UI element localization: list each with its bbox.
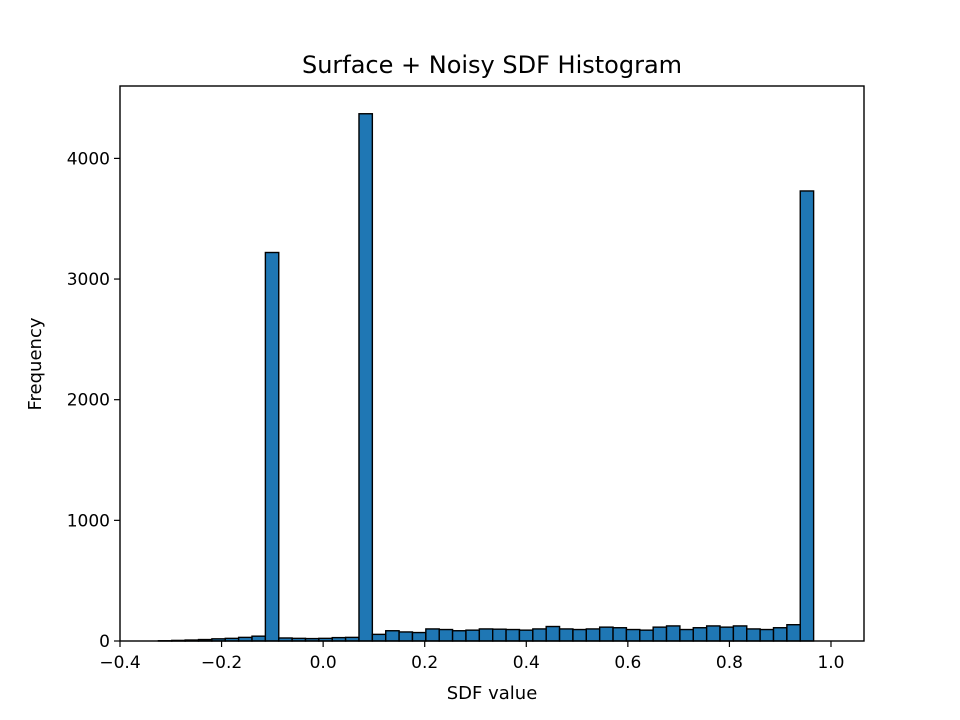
x-tick-label: 1.0 [817, 653, 844, 673]
y-tick-label: 4000 [67, 149, 110, 169]
x-tick-label: 0.2 [411, 653, 438, 673]
histogram-bar [492, 628, 507, 642]
histogram-bar [585, 628, 601, 642]
histogram-bar [705, 625, 721, 642]
x-tick-label: −0.2 [201, 653, 242, 673]
y-axis-label: Frequency [25, 317, 46, 410]
histogram-bar [612, 627, 628, 642]
x-tick-label: 0.0 [310, 653, 337, 673]
x-tick-label: 0.8 [716, 653, 743, 673]
y-tick-label: 1000 [67, 511, 110, 531]
histogram-bar [639, 629, 654, 642]
bars-group [157, 113, 815, 642]
histogram-bar [759, 628, 775, 642]
histogram-bar [451, 630, 467, 642]
histogram-bar [371, 633, 387, 642]
histogram-bar [358, 113, 374, 642]
y-tick-label: 3000 [67, 270, 110, 290]
y-tick-label: 0 [99, 632, 110, 652]
x-tick-label: −0.4 [99, 653, 140, 673]
histogram-bar [264, 251, 280, 642]
plot-frame [119, 85, 865, 642]
histogram-bar [411, 631, 427, 642]
histogram-bar [799, 190, 815, 642]
histogram-bar [385, 630, 400, 642]
x-tick-label: 0.4 [513, 653, 540, 673]
histogram-bar [545, 625, 561, 642]
histogram-bar [572, 628, 587, 642]
y-axis: 0 1000 2000 3000 4000 [67, 149, 120, 652]
histogram-bar [465, 629, 481, 642]
histogram-bar [425, 628, 440, 642]
histogram-bar [692, 627, 708, 642]
histogram-bar [398, 631, 414, 642]
histogram-bar [505, 628, 521, 642]
x-axis: −0.4 −0.2 0.0 0.2 0.4 0.6 0.8 1.0 [99, 641, 845, 673]
histogram-bar [719, 626, 735, 642]
histogram-bar [786, 624, 801, 642]
histogram-bar [652, 626, 668, 642]
histogram-bar [772, 627, 788, 642]
histogram-bar [558, 628, 574, 642]
histogram-bar [518, 629, 534, 642]
histogram-bar [665, 625, 681, 642]
histogram-bar [625, 628, 641, 642]
x-axis-label: SDF value [447, 683, 538, 704]
histogram-bar [532, 628, 547, 642]
histogram-bar [679, 628, 694, 642]
histogram-bar [251, 635, 267, 642]
histogram-bar [732, 625, 748, 642]
histogram-bar [598, 626, 614, 642]
y-tick-label: 2000 [67, 391, 110, 411]
histogram-bar [478, 628, 494, 642]
chart-title: Surface + Noisy SDF Histogram [302, 51, 682, 79]
x-tick-label: 0.6 [614, 653, 641, 673]
histogram-bar [746, 628, 761, 642]
histogram-bar [438, 628, 454, 642]
